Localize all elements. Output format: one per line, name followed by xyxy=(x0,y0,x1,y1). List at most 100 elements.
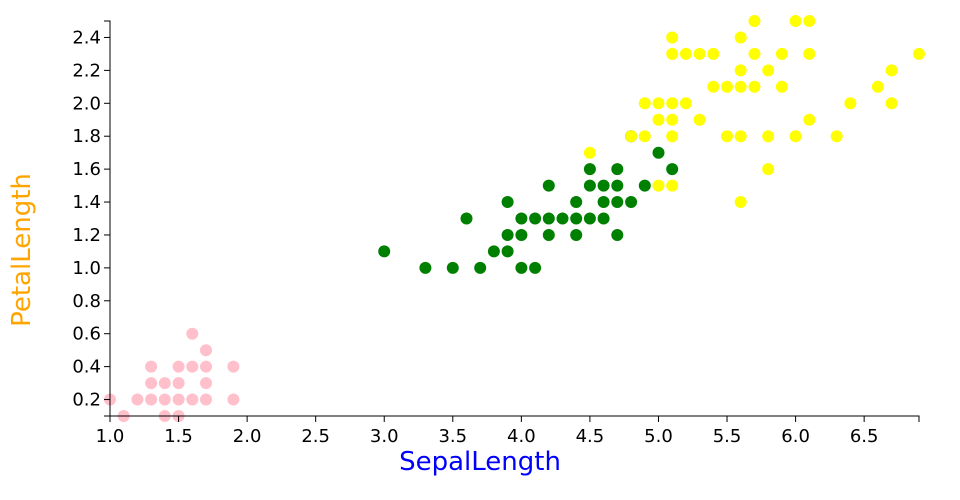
data-point-s2-2 xyxy=(638,130,651,143)
data-point-s1-22 xyxy=(583,179,596,192)
data-point-s2-8 xyxy=(666,130,679,143)
y-tick-label: 2.4 xyxy=(72,27,101,48)
data-point-s0-16 xyxy=(200,393,212,406)
data-point-s1-15 xyxy=(542,212,555,225)
data-point-s2-30 xyxy=(762,130,775,143)
y-tick-label: 1.4 xyxy=(72,192,101,213)
y-axis: 0.2 0.4 0.6 0.8 1.0 1.2 1.4 1.6 1.8 2.0 2.2 2.4 xyxy=(72,20,111,417)
y-axis-title: PetalLength xyxy=(7,173,37,327)
data-point-s1-6 xyxy=(501,245,514,258)
x-axis: 1.0 1.5 2.0 2.5 3.0 3.5 4.0 4.5 5.0 5.5 6.0 6.5 xyxy=(96,415,920,447)
data-point-s1-14 xyxy=(542,229,555,241)
x-axis-line xyxy=(109,415,920,422)
data-point-s2-31 xyxy=(762,64,775,77)
x-tick-label: 1.0 xyxy=(96,426,125,447)
data-point-s1-26 xyxy=(597,179,610,192)
y-tick-label: 1.6 xyxy=(72,159,101,180)
data-point-s2-37 xyxy=(803,47,816,60)
data-point-s1-3 xyxy=(460,212,473,225)
data-point-s1-27 xyxy=(611,229,624,241)
data-point-s2-33 xyxy=(775,47,788,60)
data-point-s2-23 xyxy=(734,80,747,93)
data-point-s0-13 xyxy=(186,393,199,406)
data-point-s1-16 xyxy=(542,179,555,192)
data-point-s1-8 xyxy=(501,196,514,208)
data-point-s1-17 xyxy=(556,212,569,225)
data-point-s1-20 xyxy=(570,196,583,208)
x-tick-label: 5.0 xyxy=(644,426,673,447)
data-point-s2-25 xyxy=(734,31,747,44)
data-point-s0-19 xyxy=(200,344,212,357)
y-tick-label: 0.4 xyxy=(72,357,101,378)
data-point-s1-35 xyxy=(666,163,679,176)
data-point-s2-32 xyxy=(775,80,788,93)
data-point-s2-28 xyxy=(748,15,761,27)
data-point-s1-7 xyxy=(501,229,514,241)
data-point-s1-30 xyxy=(611,163,624,176)
data-point-s2-36 xyxy=(803,113,816,126)
data-point-s1-13 xyxy=(529,212,542,225)
data-point-s1-0 xyxy=(378,245,391,258)
y-tick-label: 1.0 xyxy=(72,258,101,279)
data-point-s2-3 xyxy=(638,97,651,110)
data-point-s2-35 xyxy=(789,15,802,27)
data-point-s0-10 xyxy=(172,393,185,406)
data-point-s2-20 xyxy=(721,80,733,93)
data-point-s2-21 xyxy=(734,196,747,208)
data-point-s2-1 xyxy=(625,130,638,143)
x-tick-label: 6.0 xyxy=(781,426,810,447)
data-point-s2-27 xyxy=(748,47,761,60)
data-point-s1-28 xyxy=(611,196,624,208)
data-point-s2-12 xyxy=(666,31,679,44)
data-point-s2-44 xyxy=(913,47,925,60)
x-tick-label: 5.5 xyxy=(713,426,742,447)
x-tick-label: 1.5 xyxy=(164,426,193,447)
data-point-s1-19 xyxy=(570,212,583,225)
x-tick-label: 4.0 xyxy=(507,426,536,447)
y-axis-line xyxy=(104,20,111,417)
data-point-s1-4 xyxy=(474,261,487,274)
y-tick-label: 1.2 xyxy=(72,225,101,246)
data-point-s2-22 xyxy=(734,130,747,143)
data-point-s0-11 xyxy=(172,377,185,390)
data-point-s2-42 xyxy=(885,97,898,110)
data-point-s2-9 xyxy=(666,113,679,126)
x-axis-title: SepalLength xyxy=(399,447,561,477)
data-point-s0-20 xyxy=(227,393,240,406)
data-point-s2-11 xyxy=(666,47,679,60)
data-point-s2-38 xyxy=(803,15,816,27)
data-point-s0-17 xyxy=(200,377,212,390)
data-point-s0-2 xyxy=(131,393,144,406)
x-tick-label: 4.5 xyxy=(576,426,605,447)
data-point-s1-9 xyxy=(515,261,528,274)
data-point-s1-2 xyxy=(446,261,459,274)
data-point-s2-4 xyxy=(652,179,665,192)
data-point-s1-1 xyxy=(419,261,432,274)
data-point-s0-15 xyxy=(186,327,199,340)
data-point-s2-18 xyxy=(707,47,720,60)
data-point-s2-26 xyxy=(748,80,761,93)
data-point-s1-25 xyxy=(597,196,610,208)
data-point-s0-8 xyxy=(158,377,171,390)
data-point-s1-34 xyxy=(652,146,665,159)
data-point-s2-5 xyxy=(652,113,665,126)
y-tick-label: 2.0 xyxy=(72,93,101,114)
data-point-s2-41 xyxy=(871,80,884,93)
y-tick-label: 1.8 xyxy=(72,126,101,147)
y-tick-label: 0.6 xyxy=(72,324,101,345)
y-tick-label: 0.8 xyxy=(72,291,101,312)
data-point-s0-12 xyxy=(172,360,185,373)
data-point-s0-7 xyxy=(158,393,171,406)
data-point-s1-12 xyxy=(529,261,542,274)
data-point-s2-17 xyxy=(707,80,720,93)
x-tick-label: 3.0 xyxy=(370,426,399,447)
data-point-s2-6 xyxy=(652,97,665,110)
data-point-s1-21 xyxy=(583,212,596,225)
data-point-s1-10 xyxy=(515,229,528,241)
data-point-s2-7 xyxy=(666,179,679,192)
x-tick-label: 3.5 xyxy=(438,426,467,447)
data-point-s0-14 xyxy=(186,360,199,373)
x-tick-label: 6.5 xyxy=(850,426,879,447)
data-point-s2-13 xyxy=(679,97,692,110)
data-point-s1-31 xyxy=(625,196,638,208)
